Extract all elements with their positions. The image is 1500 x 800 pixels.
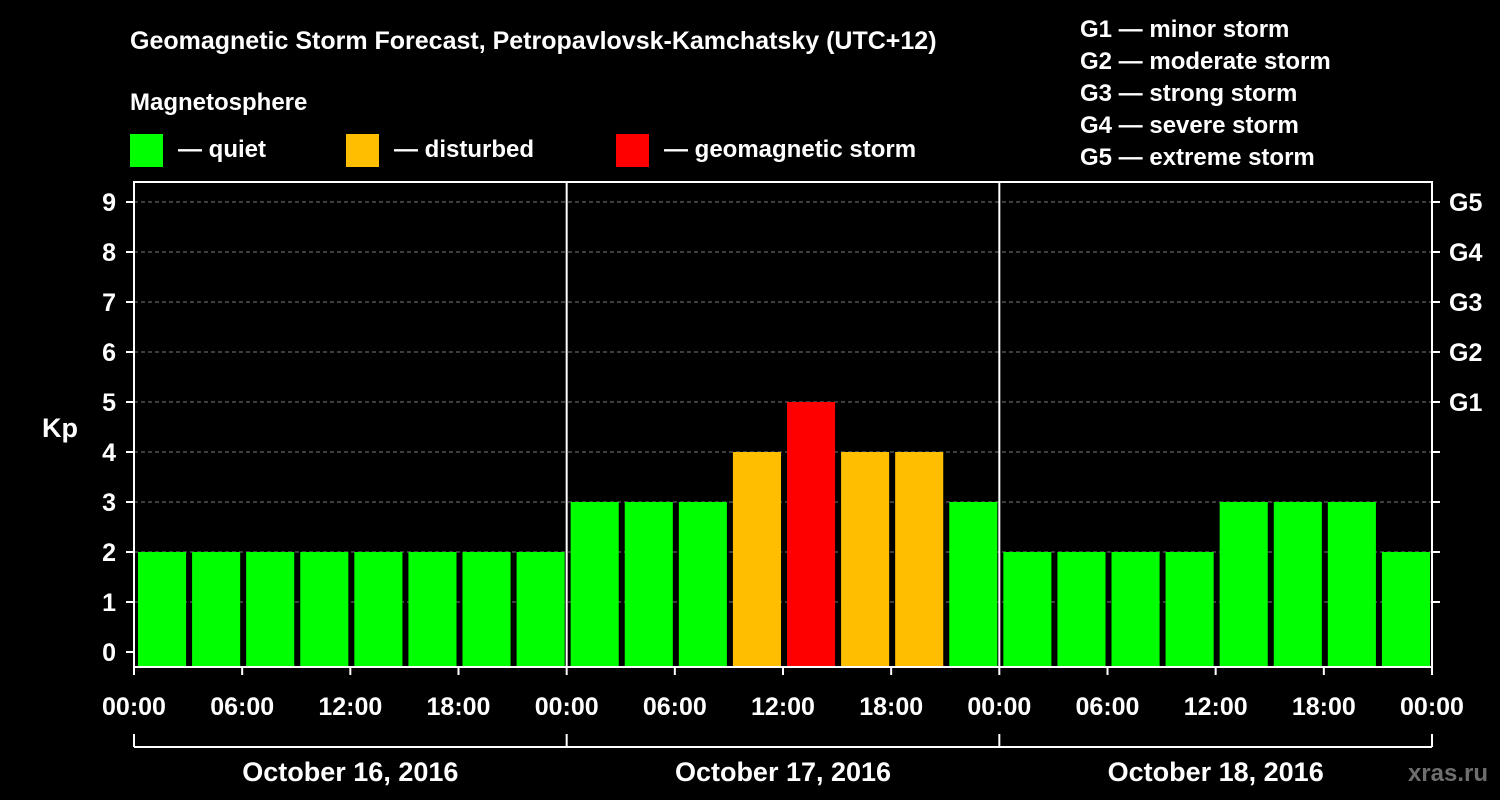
y-tick-label: 5 bbox=[102, 389, 116, 417]
x-tick-label: 06:00 bbox=[643, 693, 707, 721]
bar bbox=[408, 552, 457, 667]
watermark: xras.ru bbox=[1408, 760, 1488, 787]
right-tick-label: G1 bbox=[1449, 389, 1482, 417]
y-tick-label: 7 bbox=[102, 289, 116, 317]
legend-swatch-storm bbox=[616, 134, 649, 167]
storm-scale-g4: G4 — severe storm bbox=[1080, 112, 1299, 139]
bar bbox=[138, 552, 187, 667]
bar bbox=[1273, 502, 1322, 667]
gridlines bbox=[134, 201, 1432, 603]
y-tick-label: 1 bbox=[102, 589, 116, 617]
bar bbox=[1003, 552, 1052, 667]
bar bbox=[1219, 502, 1268, 667]
bar bbox=[1327, 502, 1376, 667]
legend-title: Magnetosphere bbox=[130, 89, 307, 116]
x-tick-label: 18:00 bbox=[1292, 693, 1356, 721]
bar bbox=[462, 552, 511, 667]
storm-scale-g5: G5 — extreme storm bbox=[1080, 144, 1315, 171]
day-label: October 16, 2016 bbox=[242, 757, 458, 787]
right-axis-ticks: G1 G2 G3 G4 G5 bbox=[1432, 189, 1482, 603]
bar bbox=[1165, 552, 1214, 667]
x-tick-label: 12:00 bbox=[1184, 693, 1248, 721]
bar bbox=[624, 502, 673, 667]
legend: — quiet — disturbed — geomagnetic storm bbox=[130, 134, 916, 167]
bar bbox=[841, 452, 890, 667]
x-tick-label: 12:00 bbox=[318, 693, 382, 721]
y-tick-label: 2 bbox=[102, 539, 116, 567]
bar bbox=[300, 552, 349, 667]
bar bbox=[1111, 552, 1160, 667]
x-tick-label: 00:00 bbox=[967, 693, 1031, 721]
legend-label-disturbed: — disturbed bbox=[394, 136, 534, 163]
x-tick-label: 18:00 bbox=[427, 693, 491, 721]
right-tick-label: G4 bbox=[1449, 239, 1482, 267]
storm-scale-g1: G1 — minor storm bbox=[1080, 16, 1289, 43]
right-tick-label: G5 bbox=[1449, 189, 1482, 217]
bar bbox=[732, 452, 781, 667]
x-tick-label: 06:00 bbox=[1076, 693, 1140, 721]
day-label: October 18, 2016 bbox=[1108, 757, 1324, 787]
legend-label-storm: — geomagnetic storm bbox=[664, 136, 916, 163]
y-axis-ticks: 0 1 2 3 4 5 6 7 8 9 bbox=[102, 189, 134, 667]
bar bbox=[354, 552, 403, 667]
bar bbox=[192, 552, 241, 667]
bar bbox=[1381, 552, 1430, 667]
x-axis-ticks: 00:00 06:00 12:00 18:00 00:00 06:00 12:00 18:00… bbox=[102, 667, 1464, 721]
y-axis-label: Kp bbox=[42, 413, 78, 443]
bars bbox=[138, 402, 1430, 667]
y-tick-label: 6 bbox=[102, 339, 116, 367]
y-tick-label: 9 bbox=[102, 189, 116, 217]
chart-title: Geomagnetic Storm Forecast, Petropavlovs… bbox=[130, 27, 937, 55]
storm-scale-g2: G2 — moderate storm bbox=[1080, 48, 1331, 75]
x-tick-label: 18:00 bbox=[859, 693, 923, 721]
right-tick-label: G2 bbox=[1449, 339, 1482, 367]
storm-scale-list: G1 — minor storm G2 — moderate storm G3 … bbox=[1080, 16, 1331, 171]
bar bbox=[1057, 552, 1106, 667]
right-tick-label: G3 bbox=[1449, 289, 1482, 317]
legend-label-quiet: — quiet bbox=[178, 136, 266, 163]
day-label: October 17, 2016 bbox=[675, 757, 891, 787]
x-tick-label: 00:00 bbox=[102, 693, 166, 721]
bar bbox=[570, 502, 619, 667]
legend-swatch-quiet bbox=[130, 134, 163, 167]
x-tick-label: 00:00 bbox=[1400, 693, 1464, 721]
y-tick-label: 8 bbox=[102, 239, 116, 267]
storm-scale-g3: G3 — strong storm bbox=[1080, 80, 1297, 107]
legend-swatch-disturbed bbox=[346, 134, 379, 167]
x-tick-label: 06:00 bbox=[210, 693, 274, 721]
x-tick-label: 12:00 bbox=[751, 693, 815, 721]
bar bbox=[949, 502, 998, 667]
bar bbox=[516, 552, 565, 667]
day-labels: October 16, 2016 October 17, 2016 October … bbox=[133, 734, 1433, 787]
y-tick-label: 0 bbox=[102, 639, 116, 667]
y-tick-label: 4 bbox=[102, 439, 116, 467]
x-tick-label: 00:00 bbox=[535, 693, 599, 721]
y-tick-label: 3 bbox=[102, 489, 116, 517]
bar bbox=[787, 402, 836, 667]
bar bbox=[895, 452, 944, 667]
bar bbox=[246, 552, 295, 667]
bar bbox=[678, 502, 727, 667]
